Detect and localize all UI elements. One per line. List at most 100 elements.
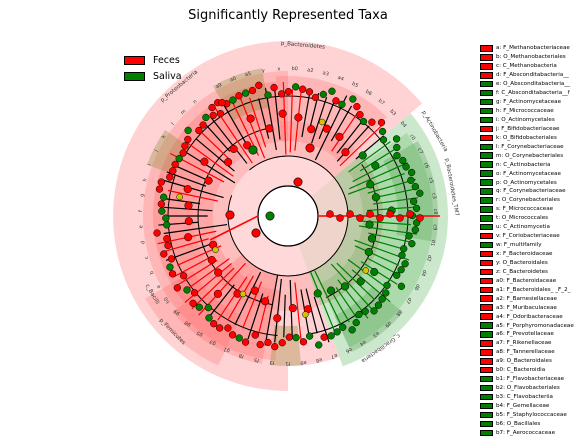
node-letter: f <box>138 210 144 212</box>
leaf-node <box>264 91 272 99</box>
legend-swatch <box>480 63 493 70</box>
leaf-node <box>359 117 368 126</box>
taxa-legend-item: x: F_Bacteroidaceae <box>480 250 576 259</box>
internal-node <box>265 124 274 133</box>
internal-node <box>213 289 222 298</box>
internal-node <box>305 143 315 153</box>
taxa-legend-label: e: O_Absconditabacteria__ <box>496 81 570 88</box>
legend-swatch <box>480 107 493 115</box>
node-letter: e8 <box>315 356 322 363</box>
clade-sector <box>152 81 280 303</box>
leaf-node <box>181 142 189 150</box>
taxa-legend-label: r: O_Corynebacteriales <box>496 197 560 204</box>
branch-line <box>258 98 270 139</box>
leaf-node <box>368 118 376 126</box>
taxa-legend-item: n: C_Actinobacteria <box>480 160 576 169</box>
legend-swatch <box>480 375 493 383</box>
leaf-node <box>271 342 279 351</box>
leaf-node <box>416 189 424 197</box>
taxa-legend-item: a5: F_Porphyromonadaceae <box>480 321 576 330</box>
branch-line <box>360 261 398 285</box>
branch-line <box>183 150 236 184</box>
leaf-node <box>333 328 341 336</box>
leaf-node <box>305 88 314 96</box>
taxa-legend-item: a2: F_Barnesiellaceae <box>480 294 576 303</box>
taxa-legend-item: b6: O_Bacillales <box>480 419 576 428</box>
taxa-legend-label: b1: F_Flavobacteriaceae <box>496 376 565 383</box>
leaf-node <box>184 135 192 144</box>
taxa-legend-item: f: C_Absconditabacteria__f <box>480 89 576 98</box>
leaf-node <box>205 314 213 322</box>
legend-swatch <box>480 152 493 159</box>
branch-line <box>374 187 420 199</box>
legend-swatch <box>480 116 493 124</box>
leaf-node <box>228 331 237 339</box>
leaf-node <box>251 331 259 339</box>
neutral-node <box>239 290 247 298</box>
taxa-legend-label: h: F_Micrococcaceae <box>496 108 554 115</box>
node-letter: l <box>170 122 176 127</box>
leaf-node <box>383 281 391 289</box>
branch-line <box>274 278 282 343</box>
condition-legend-item: Feces <box>124 52 182 68</box>
leaf-node <box>407 168 416 177</box>
internal-node <box>246 114 255 123</box>
taxa-legend-label: b: O_Methanobacteriales <box>496 54 566 61</box>
internal-node <box>278 109 287 118</box>
branch-line <box>237 92 266 159</box>
node-letter: e7 <box>330 352 338 360</box>
legend-swatch <box>480 402 493 410</box>
node-layer <box>153 81 424 351</box>
internal-node <box>364 247 373 257</box>
node-letter: f8 <box>238 352 245 359</box>
legend-swatch <box>480 134 493 142</box>
legend-swatch <box>480 80 493 88</box>
taxa-legend-item: a4: F_Odoribacteraceae <box>480 312 576 321</box>
leaf-node <box>382 289 390 297</box>
leaf-node <box>353 102 361 111</box>
leaf-node <box>370 307 378 315</box>
leaf-node <box>216 324 224 332</box>
node-letter: g8 <box>183 319 192 328</box>
node-letter: e9 <box>300 359 307 366</box>
taxa-legend-label: a0: F_Bacteroidaceae <box>496 277 557 284</box>
node-letter: f3 <box>269 359 275 366</box>
taxa-legend-item: k: O_Bifidobacteriales <box>480 133 576 142</box>
legend-swatch <box>124 55 145 65</box>
internal-node <box>224 158 233 167</box>
branch-arc <box>257 185 319 247</box>
legend-swatch <box>480 89 493 97</box>
taxa-legend-item: b1: F_Flavobacteriaceae <box>480 375 576 384</box>
node-letter: b7 <box>377 98 386 107</box>
branch-line <box>368 232 410 243</box>
branch-line <box>372 197 419 205</box>
taxa-legend-item: a1: F_Bacteroidales_ _F_2_ <box>480 285 576 294</box>
taxa-legend-item: z: C_Bacteroidetes <box>480 267 576 276</box>
taxa-legend-item: a3: F_Muribaculaceae <box>480 303 576 312</box>
leaf-node <box>208 103 216 112</box>
internal-node <box>184 233 193 242</box>
branch-line <box>330 105 353 142</box>
node-letter: a9 <box>215 82 223 90</box>
internal-node <box>371 193 380 202</box>
leaf-node <box>402 163 410 171</box>
leaf-node <box>166 173 174 181</box>
leaf-node <box>315 341 323 349</box>
branch-line <box>174 259 218 288</box>
node-letter: b <box>149 270 156 275</box>
internal-node <box>307 125 316 134</box>
legend-swatch <box>480 420 493 428</box>
taxa-legend-item: g: F_Actinomycetaceae <box>480 98 576 107</box>
clade-sector <box>145 271 242 366</box>
leaf-node <box>408 240 416 248</box>
leaf-node <box>210 320 218 328</box>
leaf-node <box>399 156 407 165</box>
legend-swatch <box>480 206 493 213</box>
node-letter: a5 <box>244 71 252 78</box>
branch-line <box>349 162 409 190</box>
node-letter: a3 <box>322 70 330 77</box>
node-letter: i <box>147 163 153 166</box>
leaf-node <box>374 301 383 309</box>
taxa-legend-label: a1: F_Bacteroidales_ _F_2_ <box>496 286 571 293</box>
leaf-node <box>356 111 364 119</box>
